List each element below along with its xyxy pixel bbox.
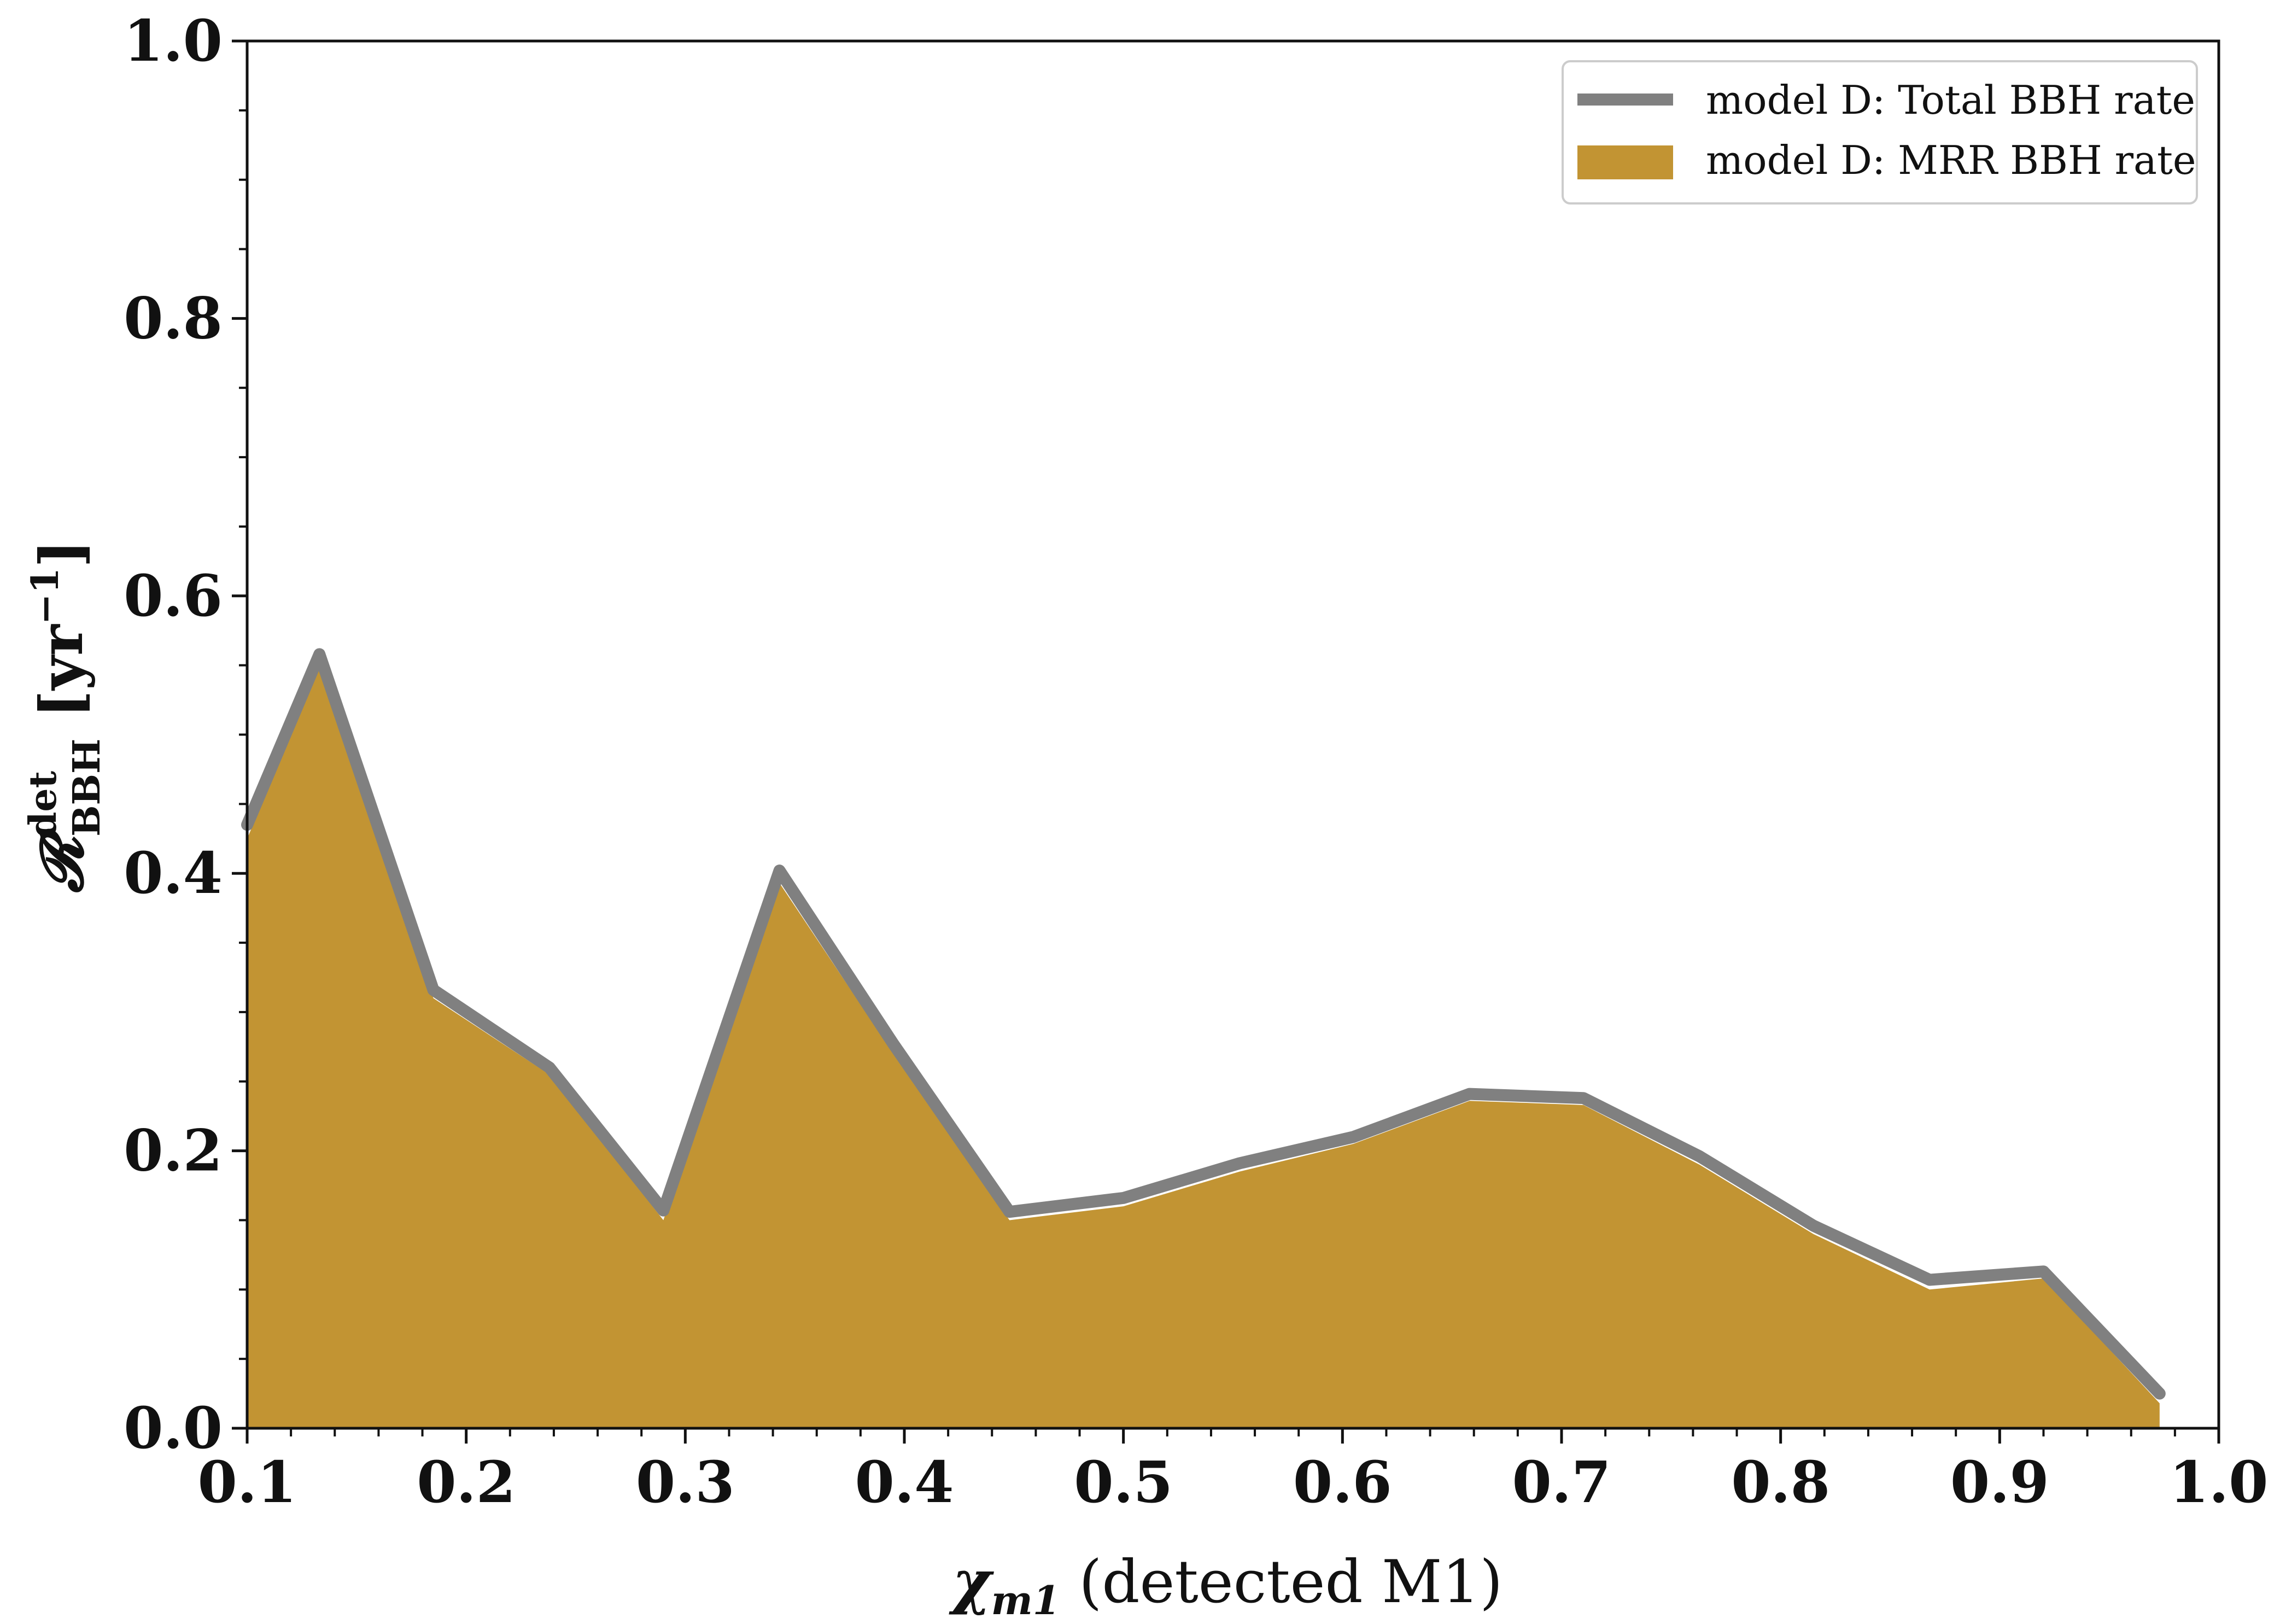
x-axis-label: χm1 (detected M1) xyxy=(949,1547,1503,1623)
x-tick-label: 0.5 xyxy=(1074,1448,1173,1516)
total-rate-line-layer xyxy=(241,648,2166,1400)
x-axis-label-subscript: m1 xyxy=(991,1577,1060,1623)
legend-total-rate-label: model D: Total BBH rate xyxy=(1706,77,2195,123)
legend-mrr-rate-swatch xyxy=(1577,145,1673,179)
y-tick-label: 0.0 xyxy=(124,1394,223,1462)
y-tick-label: 0.6 xyxy=(124,562,223,629)
x-axis-label-symbol: χ xyxy=(949,1547,995,1616)
x-tick-label: 0.2 xyxy=(417,1448,516,1516)
x-tick-label: 0.4 xyxy=(855,1448,954,1516)
mrr-rate-area-layer xyxy=(247,668,2160,1428)
legend: model D: Total BBH rate model D: MRR BBH… xyxy=(1562,60,2198,205)
x-axis-ticks: 0.1 0.2 0.3 0.4 0.5 0.6 0.7 0.8 0.9 1.0 xyxy=(198,1428,2269,1516)
total-rate-line xyxy=(241,648,2166,1400)
y-axis-label-superscript: det xyxy=(21,770,65,838)
y-axis-ticks: 0.0 0.2 0.4 0.6 0.8 1.0 xyxy=(124,7,247,1462)
x-tick-label: 0.3 xyxy=(636,1448,735,1516)
y-tick-label: 0.4 xyxy=(124,839,223,907)
legend-mrr-rate-label: model D: MRR BBH rate xyxy=(1706,137,2196,183)
y-axis-label: 𝓡detBBH [yr−1] xyxy=(21,540,109,893)
y-axis-label-symbol: 𝓡 xyxy=(27,827,96,893)
x-tick-label: 0.8 xyxy=(1731,1448,1830,1516)
y-tick-label: 1.0 xyxy=(124,7,223,74)
y-axis-label-subscript: BBH xyxy=(65,739,109,837)
y-axis-label-unit: [yr xyxy=(27,623,96,738)
y-axis-label-unit-exponent: −1 xyxy=(24,568,67,624)
x-tick-label: 0.9 xyxy=(1950,1448,2049,1516)
x-tick-label: 0.1 xyxy=(198,1448,297,1516)
x-tick-label: 1.0 xyxy=(2170,1448,2269,1516)
legend-box xyxy=(1562,60,2198,205)
x-axis-label-text: (detected M1) xyxy=(1060,1548,1503,1616)
x-tick-label: 0.6 xyxy=(1293,1448,1392,1516)
y-axis-label-unit-close: ] xyxy=(27,540,96,568)
mrr-rate-area xyxy=(247,668,2160,1428)
y-tick-label: 0.8 xyxy=(124,284,223,352)
y-tick-label: 0.2 xyxy=(124,1117,223,1184)
x-tick-label: 0.7 xyxy=(1512,1448,1611,1516)
